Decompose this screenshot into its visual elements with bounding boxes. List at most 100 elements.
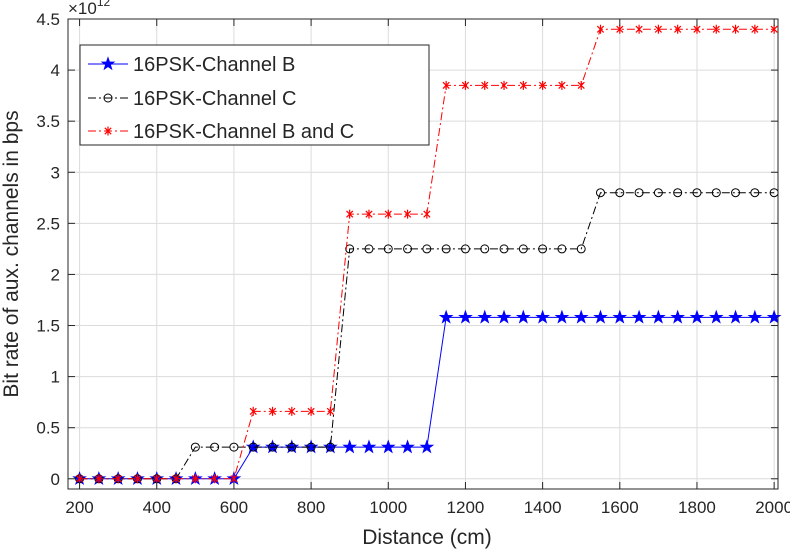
asterisk-stroke: [211, 475, 219, 483]
data-point: [635, 24, 643, 34]
asterisk-stroke: [770, 25, 778, 33]
data-point: [364, 244, 374, 254]
asterisk-stroke: [442, 81, 450, 90]
data-point: [211, 474, 219, 484]
asterisk-stroke: [519, 81, 527, 90]
asterisk-stroke: [133, 475, 142, 483]
data-point: [229, 442, 239, 452]
data-point: [284, 439, 300, 454]
data-point: [557, 244, 567, 254]
asterisk-stroke: [461, 81, 470, 90]
y-tick-label: 0.5: [36, 419, 60, 438]
asterisk-stroke: [635, 25, 643, 33]
asterisk-stroke: [558, 81, 566, 90]
legend: 16PSK-Channel B 16PSK-Channel C 16PSK-Chan…: [79, 44, 430, 146]
data-point: [153, 474, 161, 484]
x-tick-label: 400: [143, 498, 171, 517]
data-point: [538, 244, 548, 254]
data-point: [593, 309, 608, 324]
y-tick-label: 3: [51, 163, 60, 182]
data-point: [651, 309, 666, 324]
asterisk-stroke: [307, 407, 315, 415]
asterisk-stroke: [500, 81, 508, 90]
data-point: [400, 439, 415, 454]
y-axis-label: Bit rate of aux. channels in bps: [0, 110, 23, 397]
data-point: [496, 309, 512, 324]
data-point: [442, 80, 450, 90]
legend-entry-3: 16PSK-Channel B and C: [88, 121, 354, 143]
y-tick-label: 4.5: [36, 10, 60, 29]
data-point: [365, 209, 373, 219]
data-point: [460, 244, 470, 254]
data-point: [673, 188, 683, 198]
data-point: [326, 406, 334, 416]
data-point: [191, 474, 199, 484]
data-point: [596, 24, 605, 34]
data-point: [751, 24, 759, 34]
asterisk-stroke: [172, 475, 180, 483]
data-point: [654, 24, 662, 34]
data-point: [535, 309, 550, 324]
data-point: [612, 309, 628, 324]
data-point: [558, 80, 566, 90]
y-tick-label: 2.5: [36, 214, 60, 233]
data-point: [747, 309, 763, 324]
data-point: [477, 309, 493, 324]
data-point: [249, 406, 257, 416]
asterisk-stroke: [326, 407, 334, 415]
asterisk-stroke: [384, 210, 392, 218]
y-tick-label: 3.5: [36, 112, 60, 131]
data-point: [573, 309, 589, 324]
data-point: [500, 80, 508, 90]
data-point: [692, 188, 702, 198]
data-point: [750, 188, 760, 198]
data-point: [480, 244, 490, 254]
asterisk-stroke: [481, 81, 489, 90]
data-point: [481, 80, 489, 90]
data-point: [670, 309, 686, 324]
data-point: [323, 439, 338, 454]
asterisk-stroke: [423, 210, 431, 218]
data-point: [653, 188, 663, 198]
data-point: [577, 80, 585, 90]
legend-entry-1: 16PSK-Channel B: [88, 54, 295, 76]
data-point: [461, 80, 470, 90]
asterisk-stroke: [693, 25, 701, 33]
data-point: [689, 309, 705, 324]
data-point: [245, 439, 261, 454]
data-point: [711, 188, 721, 198]
asterisk-stroke: [153, 475, 161, 483]
asterisk-stroke: [616, 25, 624, 33]
data-point: [172, 474, 180, 484]
y-tick-label: 1.5: [36, 317, 60, 336]
data-point: [422, 244, 432, 254]
legend-entry-2: 16PSK-Channel C: [88, 88, 296, 110]
data-point: [287, 442, 297, 452]
asterisk-stroke: [712, 25, 720, 33]
data-point: [384, 209, 392, 219]
data-point: [403, 244, 413, 254]
data-point: [423, 209, 431, 219]
asterisk-stroke: [104, 127, 112, 135]
asterisk-stroke: [674, 25, 682, 33]
asterisk-stroke: [346, 210, 354, 218]
data-point: [345, 244, 355, 254]
legend-label: 16PSK-Channel B and C: [133, 121, 354, 143]
asterisk-stroke: [288, 407, 296, 415]
data-point: [616, 24, 624, 34]
data-point: [190, 442, 200, 452]
asterisk-stroke: [95, 475, 103, 483]
asterisk-stroke: [539, 81, 547, 90]
ticks: 200 400 600 800 1000 1200 1400 1600 1800 2000 0 0.5…: [36, 10, 790, 517]
series-3: [75, 24, 778, 484]
data-point: [303, 439, 319, 454]
data-point: [458, 309, 473, 324]
data-point: [708, 309, 724, 324]
legend-label: 16PSK-Channel C: [133, 88, 296, 110]
asterisk-stroke: [577, 81, 585, 90]
y-tick-label: 0: [51, 470, 60, 489]
asterisk-stroke: [114, 475, 122, 483]
data-point: [499, 244, 509, 254]
data-point: [615, 188, 625, 198]
data-point: [383, 244, 393, 254]
